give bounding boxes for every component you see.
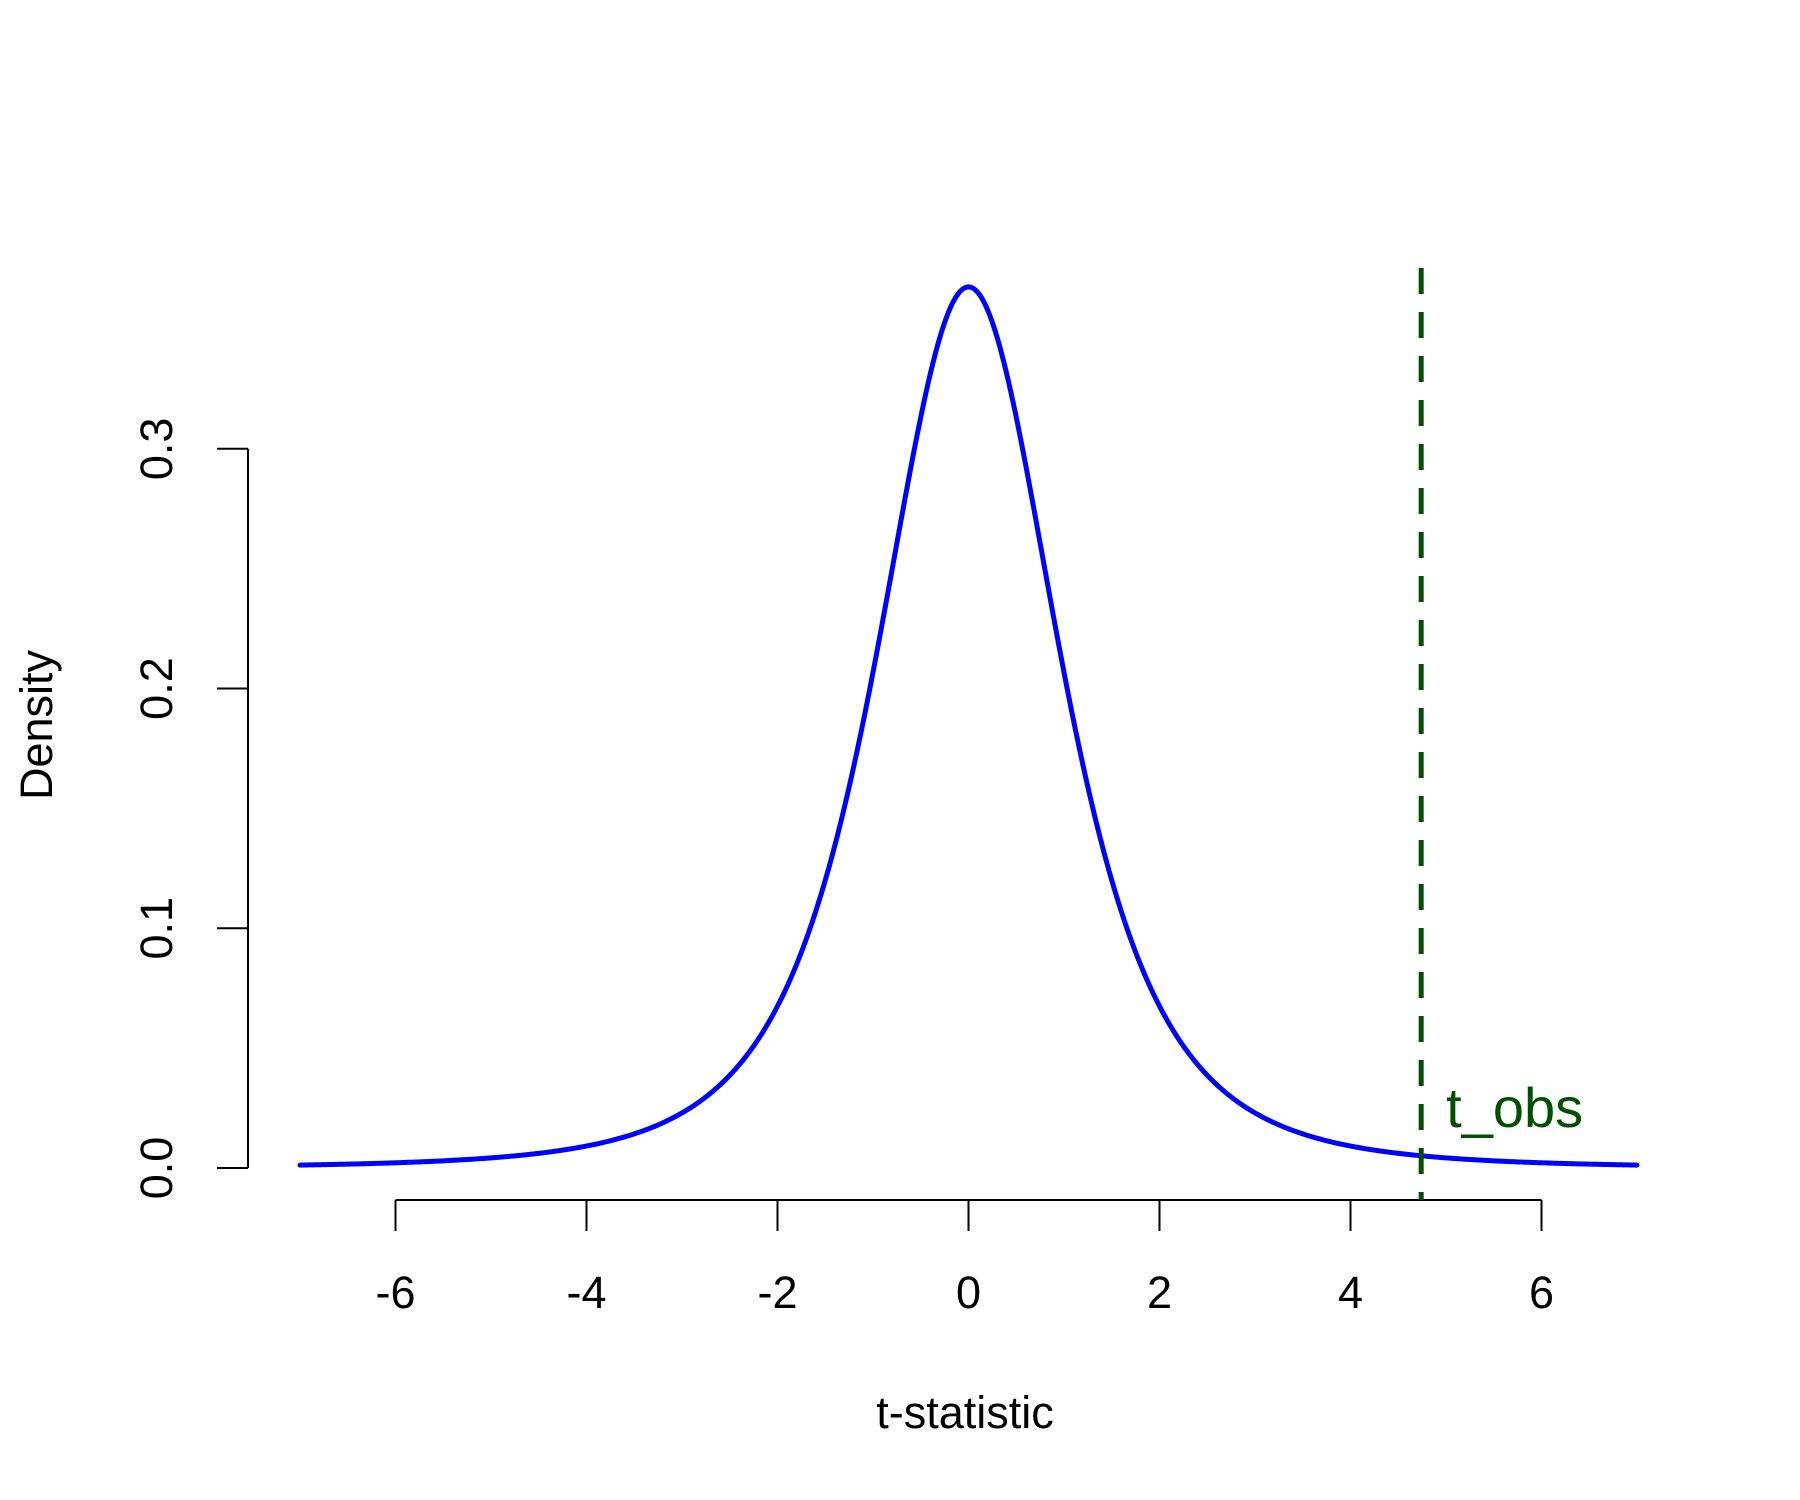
t-obs-label: t_obs — [1446, 1076, 1583, 1139]
density-curve-line — [297, 284, 1640, 1168]
x-tick-label: -6 — [375, 1267, 415, 1318]
x-tick-label: 2 — [1147, 1267, 1172, 1318]
x-tick-label: 0 — [956, 1267, 981, 1318]
x-tick-label: -4 — [566, 1267, 606, 1318]
y-tick-label: 0.2 — [131, 657, 182, 720]
y-axis: 0.0 0.1 0.2 0.3 — [131, 418, 249, 1200]
x-axis: -6 -4 -2 0 2 4 6 — [375, 1199, 1554, 1318]
y-tick-label: 0.3 — [131, 418, 182, 481]
x-axis-label: t-statistic — [876, 1387, 1054, 1438]
x-tick-label: 6 — [1529, 1267, 1554, 1318]
y-tick-label: 0.0 — [131, 1137, 182, 1200]
y-tick-label: 0.1 — [131, 897, 182, 960]
x-tick-label: 4 — [1338, 1267, 1363, 1318]
y-axis-label: Density — [11, 649, 62, 800]
x-tick-label: -2 — [757, 1267, 797, 1318]
